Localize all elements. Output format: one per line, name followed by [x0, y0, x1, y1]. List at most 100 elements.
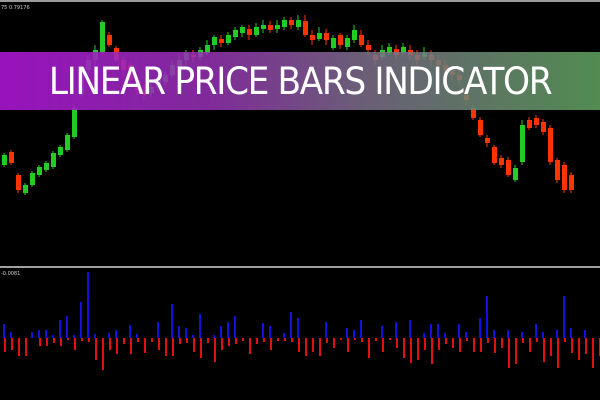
candle [499, 155, 504, 168]
histogram-bar-up [192, 335, 194, 338]
histogram-bar-down [550, 338, 552, 356]
histogram-bar-up [360, 320, 362, 338]
candle [261, 20, 266, 33]
price-scale-label: 75 0.79176 [1, 5, 30, 11]
histogram-bar-down [60, 338, 62, 346]
candle-body [506, 160, 511, 175]
candle [562, 162, 567, 193]
histogram-bar-down [228, 338, 230, 346]
histogram-bar-down [508, 338, 510, 368]
histogram-bar-down [249, 338, 251, 354]
histogram-bar-down [284, 338, 286, 341]
candle [275, 20, 280, 33]
candle-body [240, 27, 245, 33]
histogram-bar-up [409, 320, 411, 338]
candle-body [401, 47, 406, 53]
histogram-bar-up [262, 323, 264, 338]
histogram-bar-up [535, 324, 537, 338]
histogram-bar-up [584, 330, 586, 338]
histogram-bar-up [129, 325, 131, 338]
indicator-scale-label: -0.0081 [1, 271, 21, 277]
candle-body [100, 22, 105, 52]
candle-body [471, 108, 476, 118]
candle-body [317, 33, 322, 39]
histogram-bar-up [213, 335, 215, 338]
candle-body [268, 25, 273, 30]
candle [506, 157, 511, 177]
candle-body [72, 108, 77, 137]
candle-body [366, 45, 371, 50]
histogram-bar-up [423, 333, 425, 338]
histogram-bar-down [452, 338, 454, 348]
candle [303, 15, 308, 37]
candle-body [254, 27, 259, 35]
histogram-bar-up [94, 334, 96, 338]
histogram-bar-up [269, 326, 271, 338]
histogram-bar-up [38, 330, 40, 338]
candle [310, 30, 315, 45]
histogram-bar-down [319, 338, 321, 356]
candle [345, 35, 350, 50]
histogram-bar-up [395, 322, 397, 338]
histogram-bar-down [172, 338, 174, 356]
candle [338, 33, 343, 49]
histogram-bar-down [291, 338, 293, 342]
candle [352, 25, 357, 43]
candle [478, 117, 483, 137]
candle [296, 15, 301, 30]
histogram-bar-down [67, 338, 69, 340]
candle-body [58, 147, 63, 155]
candle-body [247, 29, 252, 35]
candle-body [562, 165, 567, 190]
candle-body [555, 160, 560, 180]
candle-body [331, 38, 336, 48]
candle-body [275, 25, 280, 29]
candle [219, 35, 224, 47]
histogram-bar-up [157, 322, 159, 338]
histogram-bar-up [171, 304, 173, 338]
candle [233, 27, 238, 40]
histogram-bar-down [158, 338, 160, 350]
histogram-bar-down [529, 338, 531, 352]
candle-body [2, 155, 7, 165]
histogram-bar-down [186, 338, 188, 343]
histogram-bar-down [109, 338, 111, 350]
histogram-bar-down [543, 338, 545, 362]
panel-separator[interactable] [0, 266, 600, 268]
candle [548, 125, 553, 165]
candle [9, 150, 14, 165]
candle-body [338, 35, 343, 45]
histogram-bar-down [151, 338, 153, 342]
histogram-bar-up [52, 335, 54, 338]
candle [569, 172, 574, 193]
candle [555, 158, 560, 183]
histogram-bar-down [438, 338, 440, 350]
histogram-bar-up [542, 332, 544, 338]
histogram-bar-down [165, 338, 167, 356]
histogram-bar-down [501, 338, 503, 348]
candle-body [44, 163, 49, 170]
histogram-bar-up [136, 334, 138, 338]
candle-body [527, 120, 532, 128]
histogram-bar-down [39, 338, 41, 346]
histogram-bar-down [522, 338, 524, 343]
candle [23, 183, 28, 195]
histogram-bar-up [234, 316, 236, 338]
histogram-bar-up [346, 328, 348, 338]
candle [254, 23, 259, 37]
candle-body [499, 158, 504, 165]
chart-top-border [0, 0, 600, 2]
candle [58, 145, 63, 157]
histogram-bar-up [10, 332, 12, 338]
histogram-bar-up [458, 324, 460, 338]
histogram-bar-down [46, 338, 48, 346]
histogram-bar-down [375, 338, 377, 341]
histogram-bar-up [465, 332, 467, 338]
candle [30, 171, 35, 187]
histogram-bar-down [389, 338, 391, 340]
histogram-bar-up [80, 302, 82, 338]
histogram-bar-up [521, 332, 523, 338]
candle [513, 165, 518, 182]
